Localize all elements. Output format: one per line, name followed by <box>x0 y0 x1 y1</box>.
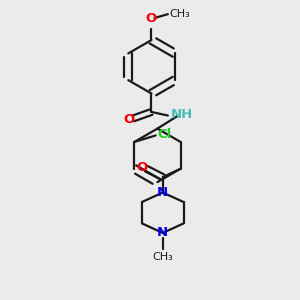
Text: O: O <box>136 161 148 174</box>
Text: CH₃: CH₃ <box>152 252 173 262</box>
Text: NH: NH <box>171 108 193 122</box>
Text: N: N <box>157 186 168 199</box>
Text: Cl: Cl <box>158 128 172 141</box>
Text: O: O <box>146 12 157 25</box>
Text: N: N <box>157 226 168 239</box>
Text: O: O <box>123 113 134 126</box>
Text: CH₃: CH₃ <box>169 9 190 19</box>
